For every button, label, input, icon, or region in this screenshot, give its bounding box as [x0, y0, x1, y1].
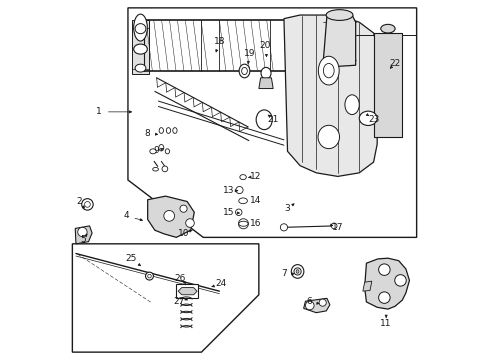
Polygon shape — [284, 15, 376, 176]
Ellipse shape — [296, 270, 298, 273]
Polygon shape — [128, 8, 416, 237]
Ellipse shape — [323, 63, 333, 78]
Ellipse shape — [165, 149, 169, 154]
Bar — [373, 33, 402, 137]
Text: 21: 21 — [267, 114, 278, 123]
Ellipse shape — [152, 167, 158, 171]
Ellipse shape — [318, 56, 339, 85]
Text: 17: 17 — [331, 223, 343, 232]
Text: 23: 23 — [367, 114, 379, 123]
Text: 16: 16 — [249, 219, 261, 228]
Text: 3: 3 — [284, 204, 290, 213]
Ellipse shape — [133, 44, 147, 54]
Ellipse shape — [159, 128, 163, 134]
Text: 20: 20 — [259, 41, 270, 50]
Polygon shape — [178, 288, 197, 295]
Text: 26: 26 — [174, 274, 185, 283]
Ellipse shape — [344, 95, 359, 114]
Text: 2: 2 — [77, 197, 82, 206]
Ellipse shape — [380, 24, 394, 33]
Ellipse shape — [317, 125, 339, 149]
Ellipse shape — [239, 175, 246, 180]
Text: 22: 22 — [389, 59, 400, 68]
Text: 1: 1 — [96, 107, 102, 116]
Polygon shape — [364, 258, 408, 309]
Ellipse shape — [145, 272, 153, 280]
Text: 9: 9 — [153, 146, 159, 155]
Circle shape — [330, 223, 336, 229]
Text: 24: 24 — [215, 279, 226, 288]
Ellipse shape — [172, 128, 177, 134]
Circle shape — [378, 264, 389, 275]
Circle shape — [319, 299, 325, 306]
Polygon shape — [147, 196, 194, 237]
Text: 11: 11 — [380, 319, 391, 328]
Text: 6: 6 — [305, 297, 311, 306]
Ellipse shape — [238, 198, 247, 204]
Circle shape — [305, 301, 313, 310]
Circle shape — [180, 205, 187, 212]
Polygon shape — [131, 21, 149, 74]
Circle shape — [235, 186, 243, 194]
Text: 5: 5 — [80, 235, 86, 244]
Text: 13: 13 — [222, 186, 234, 195]
Text: 7: 7 — [281, 269, 286, 278]
Circle shape — [162, 166, 167, 172]
Ellipse shape — [135, 24, 145, 34]
Ellipse shape — [241, 67, 247, 75]
Circle shape — [163, 211, 174, 221]
Ellipse shape — [256, 110, 272, 130]
Text: 25: 25 — [125, 255, 137, 264]
Text: 12: 12 — [249, 172, 261, 181]
Ellipse shape — [239, 64, 249, 78]
Ellipse shape — [261, 67, 270, 79]
Polygon shape — [72, 244, 258, 352]
Ellipse shape — [291, 265, 303, 278]
Ellipse shape — [147, 274, 151, 278]
Text: 15: 15 — [222, 208, 234, 217]
Ellipse shape — [238, 221, 247, 226]
Text: 14: 14 — [249, 196, 261, 205]
Bar — [176, 284, 198, 298]
Polygon shape — [303, 298, 329, 313]
Ellipse shape — [325, 10, 352, 21]
Polygon shape — [362, 281, 371, 291]
Text: 10: 10 — [178, 229, 189, 238]
Polygon shape — [258, 78, 273, 89]
Circle shape — [78, 227, 87, 237]
Text: 27: 27 — [173, 297, 184, 306]
Circle shape — [81, 199, 93, 210]
Ellipse shape — [159, 144, 163, 151]
Polygon shape — [75, 226, 92, 244]
Polygon shape — [323, 15, 355, 67]
Text: 4: 4 — [123, 211, 129, 220]
Ellipse shape — [293, 268, 301, 275]
Ellipse shape — [135, 64, 145, 72]
Circle shape — [378, 292, 389, 303]
Ellipse shape — [359, 111, 376, 126]
Circle shape — [238, 219, 248, 229]
Text: 19: 19 — [244, 49, 255, 58]
Circle shape — [185, 219, 194, 227]
Ellipse shape — [235, 209, 242, 216]
Text: 18: 18 — [213, 37, 224, 46]
Circle shape — [84, 202, 90, 207]
Ellipse shape — [149, 149, 156, 154]
Circle shape — [280, 224, 287, 231]
Text: 8: 8 — [144, 129, 150, 138]
Circle shape — [394, 275, 406, 286]
Ellipse shape — [166, 128, 170, 134]
Ellipse shape — [133, 14, 147, 41]
